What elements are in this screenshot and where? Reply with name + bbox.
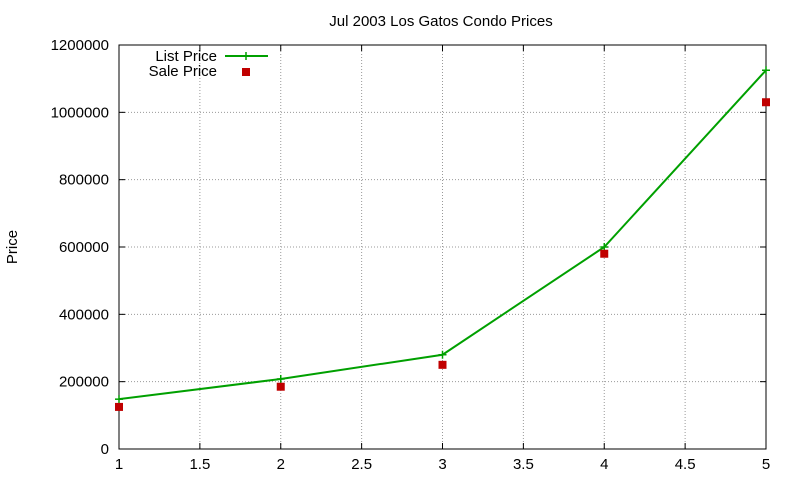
legend-marker-list-price: [242, 52, 250, 60]
grid: [119, 45, 766, 449]
chart-title: Jul 2003 Los Gatos Condo Prices: [329, 13, 552, 30]
y-axis-label: Price: [4, 230, 21, 264]
point-list-price: [600, 243, 609, 251]
point-sale-price: [600, 249, 609, 258]
y-tick-label: 400000: [59, 306, 109, 323]
point-list-price: [438, 350, 447, 359]
x-tick-label: 3.5: [513, 456, 534, 473]
x-tick-label: 1.5: [189, 456, 210, 473]
legend-label-sale-price: Sale Price: [149, 63, 217, 80]
y-tick-label: 0: [101, 441, 109, 458]
point-sale-price: [438, 360, 447, 369]
point-list-price: [276, 374, 285, 383]
y-tick-label: 1000000: [51, 104, 109, 121]
point-sale-price: [276, 382, 285, 391]
x-tick-label: 4: [600, 456, 608, 473]
point-list-price: [762, 66, 770, 75]
y-tick-label: 1200000: [51, 37, 109, 54]
y-tick-label: 600000: [59, 239, 109, 256]
x-tick-label: 2.5: [351, 456, 372, 473]
point-list-price: [115, 395, 123, 404]
x-tick-label: 5: [762, 456, 770, 473]
x-tick-label: 2: [277, 456, 285, 473]
legend-marker-sale-price: [242, 68, 250, 76]
x-tick-label: 3: [438, 456, 446, 473]
legend: List Price Sale Price: [149, 48, 268, 80]
point-sale-price: [115, 402, 123, 411]
x-tick-labels: 1 1.5 2 2.5 3 3.5 4 4.5 5: [115, 456, 770, 473]
axis-ticks: [118, 44, 767, 450]
x-tick-label: 1: [115, 456, 123, 473]
y-tick-label: 800000: [59, 172, 109, 189]
y-tick-labels: 0 200000 400000 600000 800000 1000000 1200000: [51, 37, 109, 458]
legend-label-list-price: List Price: [155, 48, 217, 65]
series-layer: [115, 66, 770, 411]
x-tick-label: 4.5: [675, 456, 696, 473]
y-tick-label: 200000: [59, 374, 109, 391]
point-sale-price: [762, 98, 770, 107]
